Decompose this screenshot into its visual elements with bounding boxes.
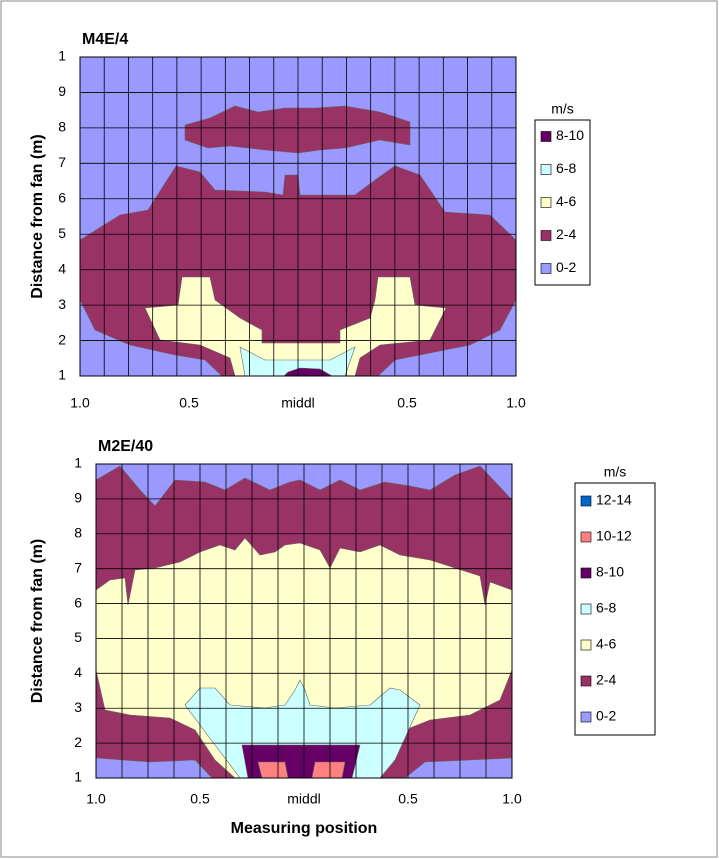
band — [239, 346, 356, 376]
legend-swatch — [580, 639, 592, 651]
legend-swatch — [580, 675, 592, 687]
legend-label: 4-6 — [596, 636, 616, 652]
x-tick-label: 1.0 — [70, 395, 90, 411]
y-tick-label: 4 — [74, 664, 82, 680]
y-tick-label: 1 — [74, 455, 82, 471]
legend-label: 2-4 — [556, 226, 576, 242]
legend-label: 6-8 — [556, 160, 576, 176]
y-tick-label: 1 — [58, 367, 66, 383]
band — [184, 105, 411, 154]
y-tick-label: 6 — [74, 594, 82, 610]
legend-label: 2-4 — [596, 672, 616, 688]
chart-title: M2E/40 — [98, 438, 153, 455]
legend-swatch — [540, 131, 552, 142]
y-tick-label: 7 — [74, 559, 82, 575]
legend-label: 12-14 — [596, 492, 632, 508]
x-tick-label: 0.5 — [398, 791, 418, 807]
legend-swatch — [580, 603, 592, 615]
y-axis-title: Distance from fan (m) — [29, 539, 46, 703]
y-axis-title: Distance from fan (m) — [29, 134, 46, 298]
legend-label: 8-10 — [556, 127, 584, 143]
y-tick-label: 4 — [58, 260, 66, 276]
legend-label: 8-10 — [596, 564, 624, 580]
x-tick-label: 1.0 — [506, 395, 526, 411]
legend-swatch — [580, 495, 592, 507]
band — [311, 761, 346, 778]
plot-border — [79, 56, 517, 377]
legend-label: 4-6 — [556, 193, 576, 209]
plot-border — [95, 463, 513, 779]
legend-label: 0-2 — [556, 259, 576, 275]
y-tick-label: 8 — [74, 524, 82, 540]
legend-swatch — [580, 531, 592, 543]
y-tick-label: 9 — [74, 490, 82, 506]
y-tick-label: 2 — [74, 734, 82, 750]
x-axis-title: Measuring position — [231, 820, 378, 837]
y-tick-label: 1 — [58, 48, 66, 64]
legend-title: m/s — [604, 464, 627, 480]
y-tick-label: 1 — [74, 769, 82, 785]
y-tick-label: 6 — [58, 189, 66, 205]
band — [257, 761, 289, 778]
legend-label: 6-8 — [596, 600, 616, 616]
legend-swatch — [540, 263, 552, 274]
legend-swatch — [540, 230, 552, 241]
x-tick-label: 1.0 — [86, 791, 106, 807]
y-tick-label: 9 — [58, 83, 66, 99]
y-tick-label: 3 — [74, 699, 82, 715]
legend-swatch — [540, 164, 552, 175]
legend-swatch — [580, 567, 592, 579]
x-tick-label: middl — [281, 395, 314, 411]
y-tick-label: 2 — [58, 331, 66, 347]
chart-title: M4E/4 — [82, 31, 128, 48]
y-tick-label: 5 — [74, 629, 82, 645]
x-tick-label: 0.5 — [397, 395, 417, 411]
legend-swatch — [580, 711, 592, 723]
legend-label: 0-2 — [596, 708, 616, 724]
y-tick-label: 7 — [58, 154, 66, 170]
y-tick-label: 5 — [58, 225, 66, 241]
y-tick-label: 3 — [58, 296, 66, 312]
y-tick-label: 8 — [58, 119, 66, 135]
x-tick-label: 0.5 — [179, 395, 199, 411]
legend-swatch — [540, 197, 552, 208]
x-tick-label: middl — [287, 791, 320, 807]
x-tick-label: 0.5 — [190, 791, 210, 807]
x-tick-label: 1.0 — [502, 791, 522, 807]
legend-title: m/s — [551, 101, 574, 117]
legend-label: 10-12 — [596, 528, 632, 544]
band — [144, 276, 447, 376]
